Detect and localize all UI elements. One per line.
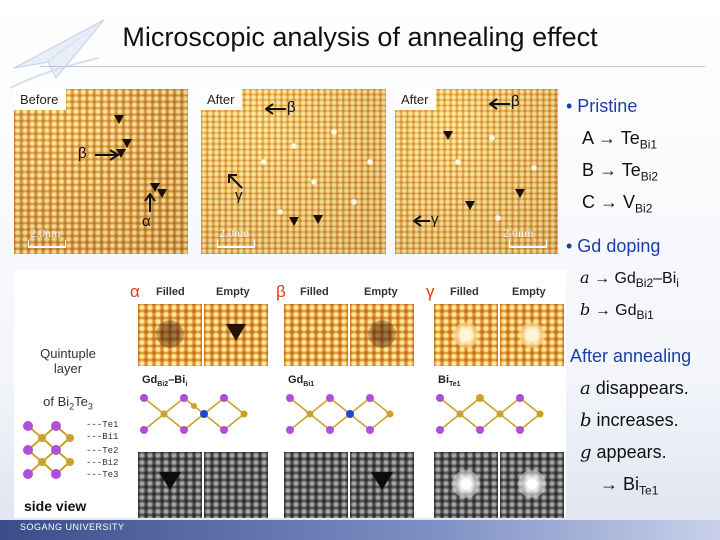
alpha-sim-tile: [138, 452, 202, 518]
side-view-label: side view: [24, 498, 87, 514]
defect-marker: [465, 201, 475, 210]
layer-label: ---Te3: [86, 470, 119, 480]
empty-header: Empty: [512, 286, 546, 298]
layer-label: ---Te2: [86, 446, 119, 456]
after-item: a disappears.: [580, 378, 689, 399]
defect-marker: [116, 149, 126, 158]
alpha-sim-tile: [204, 452, 268, 518]
gamma-label: γ: [235, 187, 243, 204]
empty-header: Empty: [216, 286, 250, 298]
bright-spot: [531, 165, 537, 171]
stm-image-after-2: After β γ 2.0nm: [395, 89, 558, 254]
quintuple-caption: Quintuple layer: [40, 346, 96, 376]
stm-tag: After: [201, 89, 243, 110]
paper-plane-logo: [9, 19, 105, 89]
gd-item: b → GdBi1: [580, 300, 654, 323]
pristine-item: B → TeBi2: [582, 160, 659, 184]
bright-spot: [351, 199, 357, 205]
slide-title: Microscopic analysis of annealing effect: [122, 22, 598, 52]
alpha-label: α: [142, 213, 151, 230]
quintuple-layer-diagram: [23, 421, 74, 479]
arrow-up-left-icon: [228, 174, 243, 189]
alpha-lattice-diagram: [140, 394, 248, 434]
arrow-left-icon: [413, 215, 430, 227]
alpha-symbol: α: [130, 282, 140, 301]
pristine-item: C → VBi2: [582, 192, 653, 216]
defect-marker: [150, 183, 160, 192]
gamma-label: γ: [431, 211, 439, 228]
beta-label: β: [287, 99, 296, 116]
after-item: g appears.: [580, 442, 667, 463]
filled-header: Filled: [156, 286, 185, 298]
beta-empty-tile: [350, 304, 414, 366]
layer-label: ---Bi2: [86, 458, 119, 468]
arrow-left-icon: [489, 98, 510, 110]
beta-sim-tile: [350, 452, 414, 518]
arrow-up-icon: [144, 193, 156, 212]
gamma-lattice-diagram: [436, 394, 544, 434]
defect-panels: Quintuple layer of Bi2Te3 ---Te1 ---Bi1 …: [14, 270, 566, 518]
gamma-sim-tile: [434, 452, 498, 518]
layer-label: ---Bi1: [86, 432, 119, 442]
arrow-left-icon: [265, 103, 286, 115]
bright-spot: [495, 215, 501, 221]
after-item: b increases.: [580, 410, 679, 431]
filled-header: Filled: [300, 286, 329, 298]
bright-spot: [261, 159, 267, 165]
defect-marker: [313, 215, 323, 224]
bright-spot: [489, 135, 495, 141]
defect-marker: [443, 131, 453, 140]
scale-bar: [28, 240, 66, 248]
beta-sim-tile: [284, 452, 348, 518]
defect-marker: [122, 139, 132, 148]
defect-marker: [157, 189, 167, 198]
layer-label: ---Te1: [86, 420, 119, 430]
alpha-formula: GdBi2–Bii: [142, 374, 188, 389]
empty-header: Empty: [364, 286, 398, 298]
footer-bar: [0, 520, 720, 540]
gd-item: a → GdBi2–Bii: [580, 268, 679, 291]
scale-label: 2.0nm: [219, 226, 250, 240]
gamma-empty-tile: [500, 304, 564, 366]
gamma-filled-tile: [434, 304, 498, 366]
beta-filled-tile: [284, 304, 348, 366]
beta-label: β: [511, 93, 520, 110]
stm-image-before: Before β α 2.0nm: [14, 89, 188, 254]
pristine-item: A → TeBi1: [582, 128, 658, 152]
bright-spot: [277, 209, 283, 215]
defect-marker: [114, 115, 124, 124]
gamma-symbol: γ: [426, 282, 435, 301]
defect-marker: [289, 217, 299, 226]
bright-spot: [331, 129, 337, 135]
bright-spot: [455, 159, 461, 165]
alpha-empty-tile: [204, 304, 268, 366]
scale-label: 2.0nm: [30, 226, 61, 240]
scale-bar: [217, 240, 255, 248]
gd-doping-heading: • Gd doping: [566, 236, 661, 256]
gamma-formula: BiTe1: [438, 374, 461, 389]
scale-bar: [509, 240, 547, 248]
stm-tag: Before: [14, 89, 67, 110]
bright-spot: [311, 179, 317, 185]
after-annealing-heading: After annealing: [570, 346, 692, 366]
alpha-filled-tile: [138, 304, 202, 366]
bright-spot: [367, 159, 373, 165]
compound-caption: of Bi2Te3: [43, 394, 93, 412]
filled-header: Filled: [450, 286, 479, 298]
beta-symbol: β: [276, 282, 286, 301]
gamma-sim-tile: [500, 452, 564, 518]
arrow-right-icon: [95, 149, 120, 161]
beta-lattice-diagram: [286, 394, 394, 434]
stm-tag: After: [395, 89, 437, 110]
university-logo: SOGANG UNIVERSITY: [20, 522, 125, 532]
title-divider: [40, 66, 705, 67]
scale-label: 2.0nm: [503, 226, 534, 240]
defect-marker: [515, 189, 525, 198]
bright-spot: [291, 143, 297, 149]
pristine-heading: • Pristine: [566, 96, 638, 116]
beta-formula: GdBi1: [288, 374, 315, 389]
after-result: → BiTe1: [600, 474, 659, 498]
beta-label: β: [78, 145, 87, 162]
stm-image-after-1: After β γ 2.0nm: [201, 89, 386, 254]
